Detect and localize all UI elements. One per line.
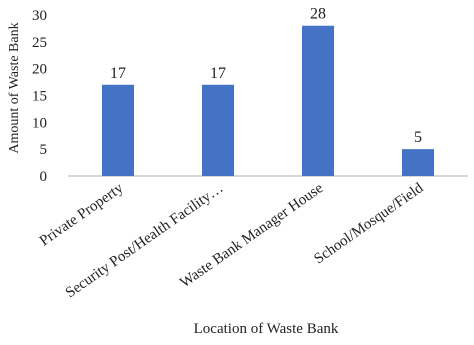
x-axis-title: Location of Waste Bank (194, 321, 339, 337)
x-tick-label: Private Property (37, 180, 127, 250)
bar (402, 149, 434, 176)
x-tick-label: School/Mosque/Field (311, 180, 426, 267)
y-tick-label: 5 (40, 142, 48, 158)
x-tick-label: Security Post/Health Facility… (63, 180, 226, 301)
y-axis-tick-labels: 0 5 10 15 20 25 30 (32, 8, 47, 185)
data-label: 17 (110, 65, 126, 82)
data-label: 28 (310, 6, 326, 23)
y-tick-label: 0 (40, 169, 48, 185)
data-label: 17 (210, 65, 226, 82)
bar (302, 25, 334, 176)
y-tick-label: 30 (32, 8, 47, 24)
y-tick-label: 25 (32, 35, 47, 51)
bar (202, 84, 234, 176)
data-labels: 17 17 28 5 (110, 6, 422, 146)
y-tick-label: 20 (32, 62, 47, 78)
data-label: 5 (414, 129, 422, 146)
y-tick-label: 15 (32, 89, 47, 105)
y-axis-title: Amount of Waste Bank (7, 22, 22, 153)
y-tick-label: 10 (32, 115, 47, 131)
bar (102, 84, 134, 176)
bars (102, 25, 434, 176)
